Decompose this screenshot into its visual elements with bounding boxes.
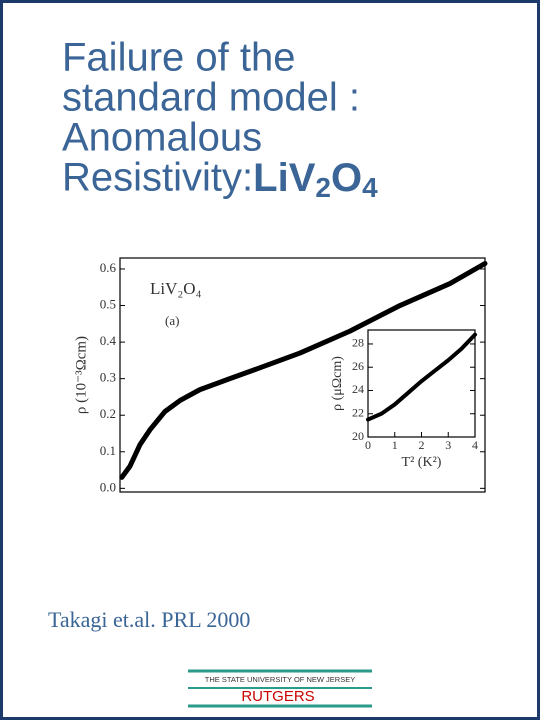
annotation: (a) xyxy=(165,313,179,328)
y-tick-label: 0.5 xyxy=(100,297,116,312)
y-tick-label: 0.1 xyxy=(100,443,116,458)
footer-university: THE STATE UNIVERSITY OF NEW JERSEY xyxy=(205,675,355,684)
y-tick-label: 0.3 xyxy=(100,370,116,385)
y-tick-label: 0.2 xyxy=(100,406,116,421)
x-axis-label: T² (K²) xyxy=(402,455,442,470)
formula-part: 4 xyxy=(362,172,378,203)
y-axis-label: ρ (10⁻³Ωcm) xyxy=(73,336,89,414)
y-tick-label: 0.0 xyxy=(100,479,116,494)
y-axis-label: ρ (μΩcm) xyxy=(330,356,345,411)
y-tick-label: 24 xyxy=(352,382,364,396)
y-tick-label: 26 xyxy=(352,359,364,373)
y-tick-label: 0.4 xyxy=(100,333,117,348)
title-line: standard model : xyxy=(62,76,360,120)
formula-part: 2 xyxy=(315,172,331,203)
x-tick-label: 1 xyxy=(392,438,398,452)
x-tick-label: 2 xyxy=(419,438,425,452)
x-tick-label: 3 xyxy=(445,438,451,452)
x-tick-label: 0 xyxy=(365,438,371,452)
y-tick-label: 0.6 xyxy=(100,260,117,275)
x-tick-label: 4 xyxy=(472,438,478,452)
y-tick-label: 20 xyxy=(352,429,364,443)
footer-name: RUTGERS xyxy=(241,688,314,705)
citation: Takagi et.al. PRL 2000 xyxy=(48,607,250,632)
formula-part: LiV xyxy=(253,156,316,200)
y-tick-label: 28 xyxy=(352,336,364,350)
y-tick-label: 22 xyxy=(352,405,364,419)
annotation: LiV₂O₄ xyxy=(150,279,202,298)
title-line: Failure of the xyxy=(62,36,295,80)
title-line: Resistivity:LiV2O4 xyxy=(62,156,378,204)
formula-part: O xyxy=(331,156,362,200)
title-line: Anomalous xyxy=(62,116,262,160)
data-line xyxy=(119,260,488,480)
data-line xyxy=(366,332,477,422)
